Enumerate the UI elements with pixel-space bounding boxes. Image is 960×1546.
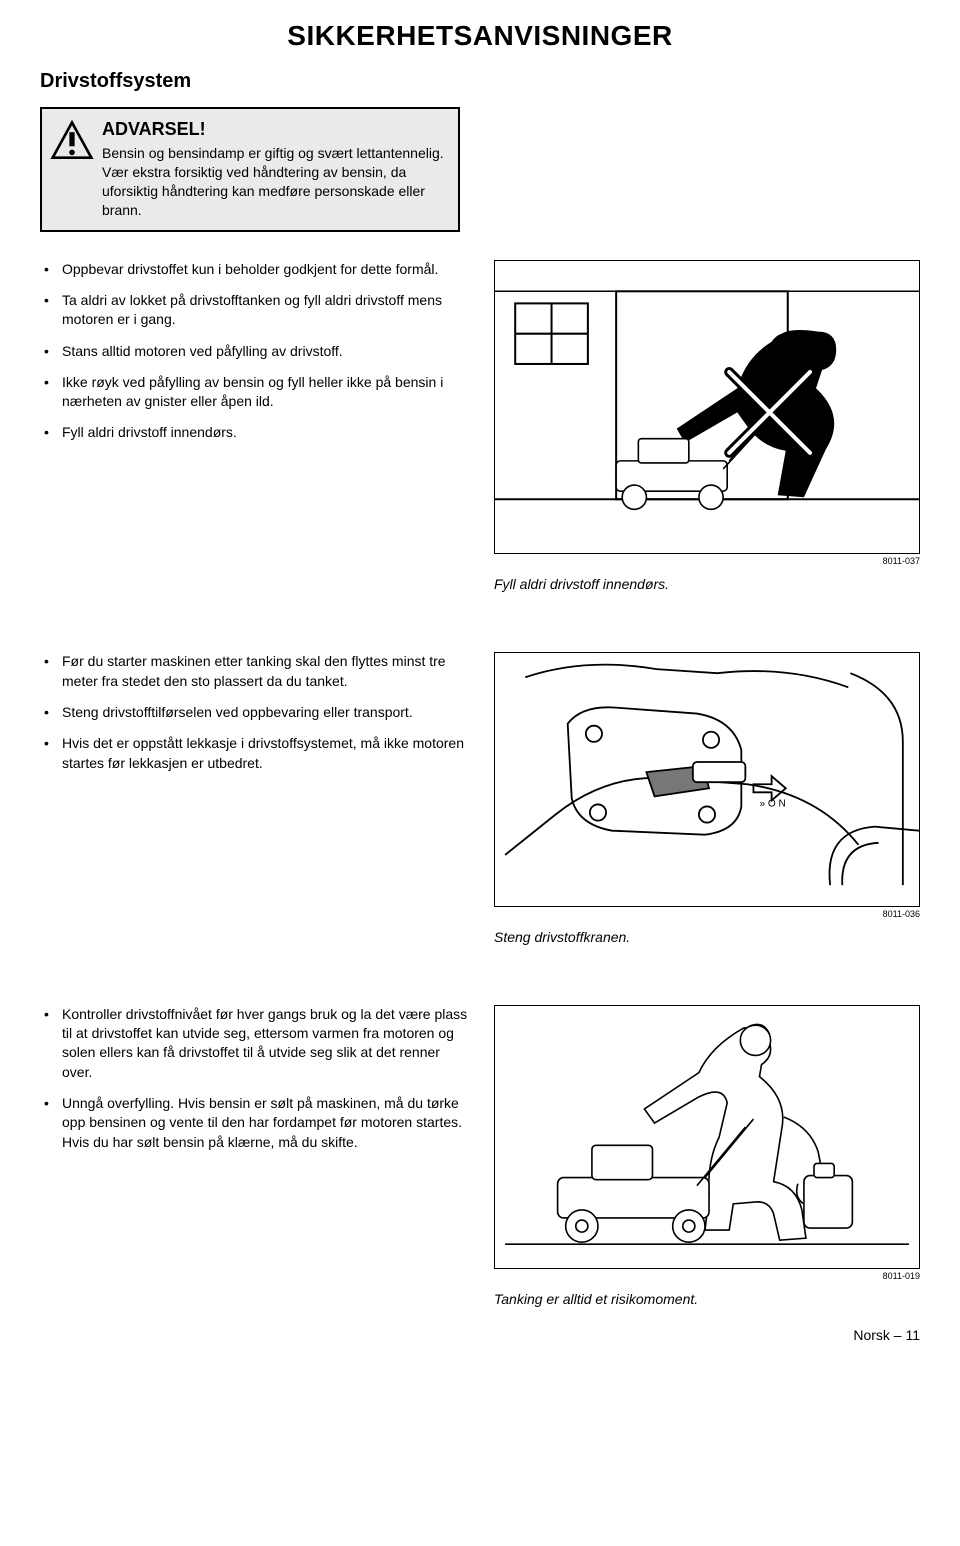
bullet-list-3: Kontroller drivstoffnivået før hver gang… [40,1005,470,1152]
page-title: SIKKERHETSANVISNINGER [40,20,920,52]
figure-ref: 8011-019 [494,1271,920,1281]
bullet-list-2: Før du starter maskinen etter tanking sk… [40,652,470,773]
figure-ref: 8011-036 [494,909,920,919]
page-footer: Norsk – 11 [40,1327,920,1343]
bullet-item: Kontroller drivstoffnivået før hver gang… [40,1005,470,1082]
bullet-list-1: Oppbevar drivstoffet kun i beholder godk… [40,260,470,443]
figure-ref: 8011-037 [494,556,920,566]
bullet-item: Fyll aldri drivstoff innendørs. [40,423,470,442]
figure-refueling-outdoors [494,1005,920,1269]
figure-caption: Fyll aldri drivstoff innendørs. [494,576,920,592]
bullet-item: Ikke røyk ved påfylling av bensin og fyl… [40,373,470,412]
bullet-item: Unngå overfylling. Hvis bensin er sølt p… [40,1094,470,1152]
bullet-item: Før du starter maskinen etter tanking sk… [40,652,470,691]
figure-indoor-refuel [494,260,920,555]
on-label: » O N [759,799,785,810]
block-1: Oppbevar drivstoffet kun i beholder godk… [40,260,920,593]
bullet-item: Oppbevar drivstoffet kun i beholder godk… [40,260,470,279]
bullet-item: Stans alltid motoren ved påfylling av dr… [40,342,470,361]
bullet-item: Ta aldri av lokket på drivstofftanken og… [40,291,470,330]
figure-caption: Steng drivstoffkranen. [494,929,920,945]
bullet-item: Steng drivstofftilførselen ved oppbevari… [40,703,470,722]
figure-fuel-valve: » O N [494,652,920,906]
section-heading: Drivstoffsystem [40,70,920,93]
warning-body: Bensin og bensindamp er giftig og svært … [102,144,444,220]
figure-caption: Tanking er alltid et risikomoment. [494,1291,920,1307]
warning-triangle-icon [50,119,94,168]
bullet-item: Hvis det er oppstått lekkasje i drivstof… [40,734,470,773]
warning-box: ADVARSEL! Bensin og bensindamp er giftig… [40,107,460,232]
block-2: Før du starter maskinen etter tanking sk… [40,652,920,944]
block-3: Kontroller drivstoffnivået før hver gang… [40,1005,920,1307]
warning-title: ADVARSEL! [102,119,444,140]
